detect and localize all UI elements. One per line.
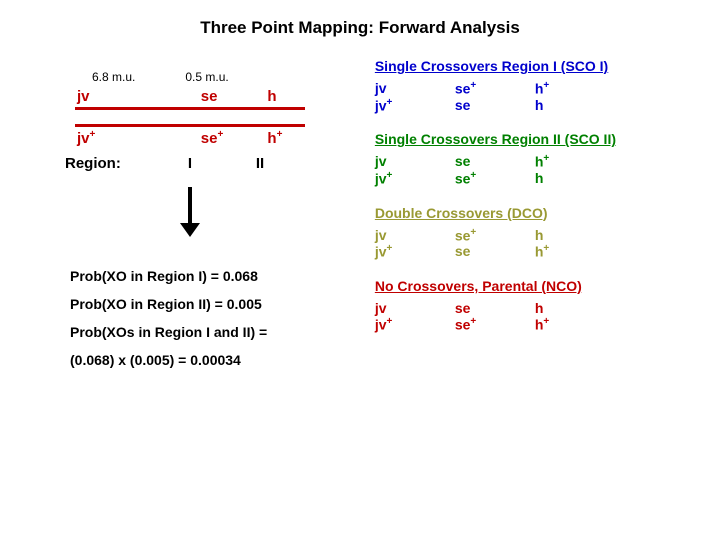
- cell: se+: [455, 316, 535, 333]
- allele-se: se: [201, 88, 268, 105]
- main-content: 6.8 m.u. 0.5 m.u. jv se h jv+ se+ h+ Reg…: [0, 38, 720, 374]
- page-title: Three Point Mapping: Forward Analysis: [0, 0, 720, 38]
- sco1-table: jv se+ h+ jv+ se h: [375, 80, 690, 113]
- cell: jv: [375, 80, 455, 97]
- cell: jv+: [375, 170, 455, 187]
- cell: h+: [535, 316, 595, 333]
- sco1-title: Single Crossovers Region I (SCO I): [375, 58, 690, 74]
- probability-block: Prob(XO in Region I) = 0.068 Prob(XO in …: [70, 262, 365, 374]
- cell: se: [455, 243, 535, 260]
- table-row: jv se h: [375, 300, 690, 316]
- table-row: jv+ se h: [375, 97, 690, 114]
- region-1: I: [150, 155, 230, 172]
- cell: h: [535, 227, 595, 244]
- prob-line-1: Prob(XO in Region I) = 0.068: [70, 262, 365, 290]
- cell: se: [455, 97, 535, 114]
- allele-jv: jv: [65, 88, 201, 105]
- sco1-block: Single Crossovers Region I (SCO I) jv se…: [375, 58, 690, 113]
- table-row: jv+ se h+: [375, 243, 690, 260]
- prob-line-4: (0.068) x (0.005) = 0.00034: [70, 346, 365, 374]
- allele-h: h: [267, 88, 315, 105]
- prob-line-2: Prob(XO in Region II) = 0.005: [70, 290, 365, 318]
- bottom-chromatid: [75, 124, 305, 127]
- nco-table: jv se h jv+ se+ h+: [375, 300, 690, 333]
- cell: jv: [375, 227, 455, 244]
- cell: se+: [455, 170, 535, 187]
- prob-line-3: Prob(XOs in Region I and II) =: [70, 318, 365, 346]
- cell: se+: [455, 80, 535, 97]
- distance-1: 6.8 m.u.: [92, 70, 182, 84]
- cell: h+: [535, 80, 595, 97]
- sco2-table: jv se h+ jv+ se+ h: [375, 153, 690, 186]
- arrow-icon: [180, 187, 200, 237]
- map-distances: 6.8 m.u. 0.5 m.u.: [92, 70, 365, 84]
- cell: h+: [535, 153, 595, 170]
- left-panel: 6.8 m.u. 0.5 m.u. jv se h jv+ se+ h+ Reg…: [30, 58, 365, 374]
- cell: h+: [535, 243, 595, 260]
- cell: h: [535, 170, 595, 187]
- cell: jv+: [375, 243, 455, 260]
- cell: h: [535, 300, 595, 316]
- dco-block: Double Crossovers (DCO) jv se+ h jv+ se …: [375, 205, 690, 260]
- region-2: II: [230, 155, 290, 172]
- cell: se: [455, 153, 535, 170]
- dco-title: Double Crossovers (DCO): [375, 205, 690, 221]
- right-panel: Single Crossovers Region I (SCO I) jv se…: [365, 58, 690, 374]
- nco-title: No Crossovers, Parental (NCO): [375, 278, 690, 294]
- dco-table: jv se+ h jv+ se h+: [375, 227, 690, 260]
- allele-se-plus: se+: [201, 129, 268, 147]
- cell: jv: [375, 300, 455, 316]
- cell: jv+: [375, 97, 455, 114]
- region-label: Region:: [65, 155, 150, 172]
- bottom-alleles: jv+ se+ h+: [65, 129, 315, 147]
- sco2-block: Single Crossovers Region II (SCO II) jv …: [375, 131, 690, 186]
- table-row: jv+ se+ h: [375, 170, 690, 187]
- allele-h-plus: h+: [267, 129, 315, 147]
- cell: jv+: [375, 316, 455, 333]
- cell: se: [455, 300, 535, 316]
- table-row: jv se+ h+: [375, 80, 690, 97]
- cell: h: [535, 97, 595, 114]
- table-row: jv se h+: [375, 153, 690, 170]
- sco2-title: Single Crossovers Region II (SCO II): [375, 131, 690, 147]
- cell: se+: [455, 227, 535, 244]
- nco-block: No Crossovers, Parental (NCO) jv se h jv…: [375, 278, 690, 333]
- region-labels: Region: I II: [65, 155, 315, 172]
- table-row: jv+ se+ h+: [375, 316, 690, 333]
- distance-2: 0.5 m.u.: [185, 70, 228, 84]
- chromosome-diagram: jv se h jv+ se+ h+: [65, 88, 325, 147]
- allele-jv-plus: jv+: [65, 129, 201, 147]
- top-alleles: jv se h: [65, 88, 315, 105]
- cell: jv: [375, 153, 455, 170]
- table-row: jv se+ h: [375, 227, 690, 244]
